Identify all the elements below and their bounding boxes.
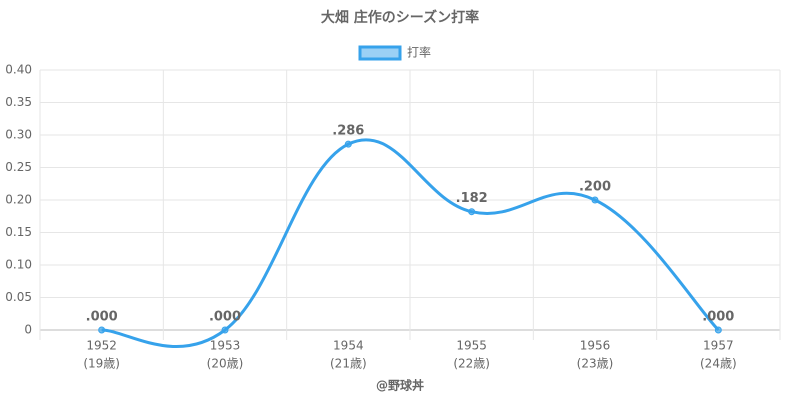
legend-label: 打率 (407, 45, 431, 60)
point (98, 326, 106, 334)
y-tick-label: 0.15 (5, 225, 32, 239)
chart-title: 大畑 庄作のシーズン打率 (321, 9, 479, 26)
x-tick-sublabel: (20歳) (207, 357, 244, 371)
y-tick-label: 0.05 (5, 290, 32, 304)
x-tick-label: 1956 (580, 339, 611, 353)
x-tick-sublabel: (23歳) (577, 357, 614, 371)
footer: @野球丼 (376, 378, 424, 393)
x-tick-label: 1954 (333, 339, 364, 353)
x-tick-sublabel: (24歳) (700, 357, 737, 371)
line (101, 138, 720, 348)
legend-swatch (358, 45, 402, 61)
x-tick-label: 1953 (210, 339, 241, 353)
y-tick-label: 0.20 (5, 193, 32, 207)
data-label: .200 (579, 180, 611, 195)
y-tick-label: 0.10 (5, 258, 32, 272)
x-tick-label: 1955 (456, 339, 487, 353)
x-tick-label: 1952 (86, 339, 117, 353)
point (468, 208, 476, 216)
y-tick-label: 0 (24, 323, 32, 337)
x-tick-sublabel: (22歳) (453, 357, 490, 371)
data-label: .182 (456, 191, 488, 206)
y-tick-label: 0.30 (5, 128, 32, 142)
point (221, 326, 229, 334)
y-tick-label: 0.35 (5, 95, 32, 109)
data-label: .286 (332, 124, 364, 139)
data-label: .000 (209, 310, 241, 325)
x-tick-label: 1957 (703, 339, 734, 353)
point (344, 140, 352, 148)
data-label: .000 (702, 310, 734, 325)
data-label: .000 (86, 310, 118, 325)
point (714, 326, 722, 334)
y-tick-label: 0.40 (5, 63, 32, 77)
x-tick-sublabel: (19歳) (83, 357, 120, 371)
y-tick-label: 0.25 (5, 160, 32, 174)
point (591, 196, 599, 204)
x-tick-sublabel: (21歳) (330, 357, 367, 371)
